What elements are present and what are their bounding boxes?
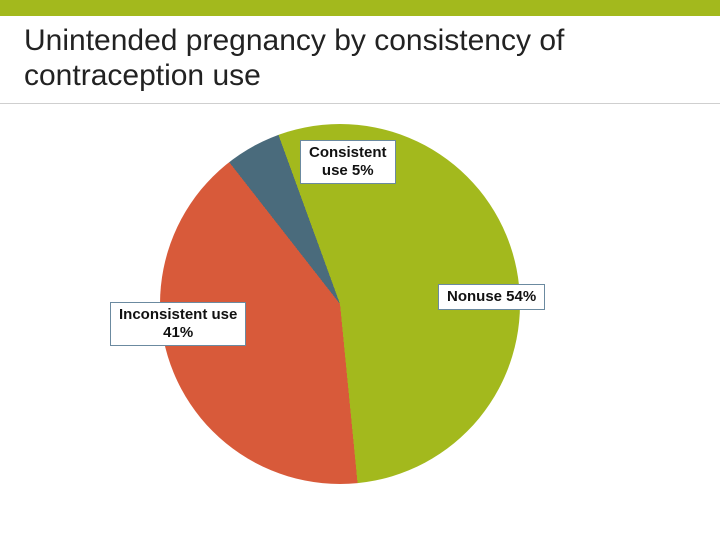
label-consistent-line1: Consistent xyxy=(309,144,387,161)
chart-area: Consistent use 5% Nonuse 54% Inconsisten… xyxy=(0,104,720,524)
label-nonuse: Nonuse 54% xyxy=(438,284,545,310)
label-inconsistent-line1: Inconsistent use xyxy=(119,306,237,323)
title-line-2: contraception use xyxy=(24,59,261,92)
page-title: Unintended pregnancy by consistency of c… xyxy=(0,16,720,103)
label-inconsistent-line2: 41% xyxy=(163,324,193,341)
label-nonuse-line1: Nonuse 54% xyxy=(447,288,536,305)
label-inconsistent-use: Inconsistent use 41% xyxy=(110,302,246,346)
label-consistent-line2: use 5% xyxy=(322,162,374,179)
title-line-1: Unintended pregnancy by consistency of xyxy=(24,24,564,57)
top-accent-bar xyxy=(0,0,720,16)
label-consistent-use: Consistent use 5% xyxy=(300,140,396,184)
